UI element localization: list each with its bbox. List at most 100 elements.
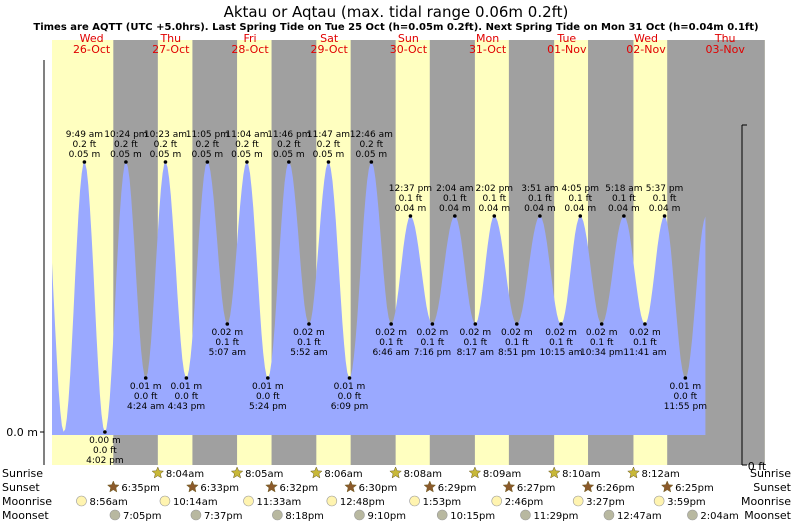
tide-ft-label: 0.0 ft <box>175 392 199 402</box>
sunset-time: 6:29pm <box>438 483 477 494</box>
row-label-left: Moonrise <box>2 495 52 508</box>
sunrise-time: 8:05am <box>245 469 283 480</box>
tide-m-label: 0.01 m <box>252 382 284 392</box>
day-date-label: 03-Nov <box>705 43 745 56</box>
tide-ft-label: 0.2 ft <box>73 140 97 150</box>
moonset-time: 12:47am <box>617 511 662 522</box>
moonrise-time: 11:33am <box>257 497 302 508</box>
tide-curve-layer <box>52 162 706 435</box>
tide-m-label: 0.02 m <box>545 328 577 338</box>
right-axis-label: 0 ft <box>748 460 767 473</box>
day-labels: Wed26-OctThu27-OctFri28-OctSat29-OctSun3… <box>73 32 745 56</box>
day-date-label: 26-Oct <box>73 43 111 56</box>
tide-point <box>347 376 352 380</box>
tide-area <box>52 162 706 435</box>
tide-point <box>103 430 107 434</box>
day-date-label: 30-Oct <box>390 43 428 56</box>
tide-m-label: 0.05 m <box>69 150 101 160</box>
tide-m-label: 0.05 m <box>313 150 345 160</box>
tide-time-label: 10:15 am <box>539 348 582 358</box>
tide-time-label: 11:04 am <box>225 130 268 140</box>
tide-ft-label: 0.2 ft <box>235 140 259 150</box>
tide-time-label: 12:46 am <box>350 130 393 140</box>
tide-ft-label: 0.1 ft <box>653 194 677 204</box>
sunrise-time: 8:04am <box>166 469 204 480</box>
tide-time-label: 6:46 am <box>372 348 409 358</box>
tide-point <box>124 160 128 164</box>
sunrise-icon <box>389 466 402 479</box>
tide-time-label: 5:37 pm <box>646 184 684 194</box>
tide-ft-label: 0.1 ft <box>590 338 614 348</box>
tide-m-label: 0.05 m <box>150 150 182 160</box>
day-date-label: 28-Oct <box>231 43 269 56</box>
moonset-time: 10:15pm <box>450 511 495 522</box>
tide-ft-label: 0.1 ft <box>421 338 445 348</box>
sunrise-icon <box>627 466 640 479</box>
tide-m-label: 0.02 m <box>417 328 449 338</box>
moonrise-time: 2:46pm <box>505 497 544 508</box>
tide-point <box>389 322 393 326</box>
moonset-icon <box>687 509 698 521</box>
moonrise-icon <box>572 495 584 507</box>
sunset-icon <box>344 480 358 493</box>
moonrise-icon <box>326 495 338 507</box>
tide-point <box>163 160 168 164</box>
sunrise-icon <box>151 466 165 479</box>
moonset-time: 8:18pm <box>285 511 324 522</box>
tide-ft-label: 0.1 ft <box>482 194 506 204</box>
tide-ft-label: 0.2 ft <box>196 140 220 150</box>
tide-point <box>307 322 311 326</box>
tide-ft-label: 0.1 ft <box>297 338 321 348</box>
tide-ft-label: 0.1 ft <box>443 194 467 204</box>
moonset-time: 7:37pm <box>204 511 243 522</box>
moonset-icon <box>354 509 365 521</box>
tide-time-label: 5:24 pm <box>249 402 287 412</box>
tide-ft-label: 0.0 ft <box>93 446 117 456</box>
sunset-time: 6:30pm <box>359 483 398 494</box>
sunrise-time: 8:08am <box>404 469 442 480</box>
tide-point <box>82 160 87 164</box>
tide-point <box>369 160 374 164</box>
moonset-time: 9:10pm <box>367 511 406 522</box>
tide-ft-label: 0.0 ft <box>256 392 280 402</box>
tide-point <box>184 376 189 380</box>
tide-time-label: 11:05 pm <box>186 130 229 140</box>
tide-point <box>245 160 249 164</box>
day-name-label: Wed <box>80 32 104 45</box>
moonrise-icon <box>653 495 665 507</box>
tide-time-label: 11:46 pm <box>267 130 310 140</box>
moonrise-time: 3:59pm <box>667 497 706 508</box>
moonrise-time: 8:56am <box>89 497 127 508</box>
day-name-label: Fri <box>243 32 256 45</box>
tide-m-label: 0.04 m <box>478 204 510 214</box>
sunrise-icon <box>547 466 561 479</box>
tide-point <box>559 322 563 326</box>
tide-ft-label: 0.1 ft <box>633 338 657 348</box>
tide-m-label: 0.05 m <box>273 150 305 160</box>
day-name-label: Sat <box>320 32 339 45</box>
row-label-right: Moonrise <box>741 495 791 508</box>
tide-ft-label: 0.2 ft <box>154 140 178 150</box>
moonrise-icon <box>243 495 254 507</box>
tide-ft-label: 0.1 ft <box>612 194 636 204</box>
moonset-time: 11:29pm <box>533 511 578 522</box>
tide-point <box>266 376 270 380</box>
sunrise-time: 8:06am <box>324 469 362 480</box>
sunset-icon <box>186 480 199 493</box>
tide-time-label: 4:24 am <box>127 402 164 412</box>
moonrise-icon <box>409 495 420 507</box>
tide-point <box>205 160 210 164</box>
moonrise-time: 10:14am <box>173 497 218 508</box>
tide-time-label: 11:47 am <box>307 130 350 140</box>
sunrise-time: 8:09am <box>483 469 521 480</box>
tide-time-label: 6:09 pm <box>331 402 369 412</box>
moonrise-time: 3:27pm <box>586 497 625 508</box>
moonrise-icon <box>159 495 171 507</box>
tide-time-label: 2:02 pm <box>476 184 514 194</box>
moonrise-time: 1:53pm <box>423 497 462 508</box>
day-name-label: Thu <box>159 32 181 45</box>
tide-time-label: 7:16 pm <box>414 348 452 358</box>
tide-point <box>515 322 519 326</box>
day-date-label: 02-Nov <box>626 43 666 56</box>
